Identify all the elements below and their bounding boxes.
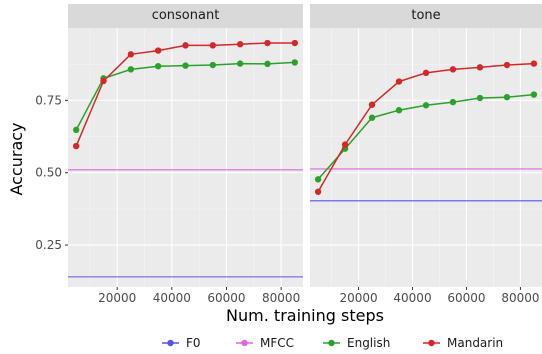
series-mandarin-point [264,39,271,47]
legend-label: English [347,336,390,350]
legend-key-point [428,339,435,347]
legend-item-f0: F0 [162,336,201,350]
panel-title: tone [411,8,440,23]
series-english-point [395,106,403,114]
x-tick-label: 80000 [501,291,539,305]
legend-item-mandarin: Mandarin [423,336,503,350]
panels: consonant 20000 40000 60000 80000 0.25 0.50 0.7… [35,4,542,305]
legend-key-point [167,339,174,347]
panel-tone: tone 20000 40000 60000 80000 [310,4,542,305]
x-tick-label: 40000 [393,291,431,305]
x-tick-label: 80000 [262,291,300,305]
series-english-point [154,62,162,70]
series-english-point [530,91,538,98]
series-english-point [422,102,430,109]
panel-consonant: consonant 20000 40000 60000 80000 0.25 0.50 0.7… [35,4,303,305]
x-tick-label: 40000 [153,291,191,305]
x-tick-label: 60000 [207,291,245,305]
series-english-point [476,94,484,102]
series-mandarin-point [209,42,217,49]
legend-label: Mandarin [447,336,503,350]
series-mandarin-point [341,141,349,148]
series-mandarin-point [368,101,376,108]
series-english-point [368,114,376,121]
series-mandarin-point [395,78,403,85]
series-mandarin-point [291,39,299,47]
series-english-point [182,62,189,69]
series-english-point [449,98,457,106]
y-axis-title: Accuracy [7,122,26,195]
y-tick-label: 0.50 [35,166,62,180]
series-mandarin-point [100,77,107,85]
series-english-point [314,176,322,183]
series-mandarin-point [182,42,189,49]
y-tick-label: 0.75 [35,93,62,107]
x-tick-label: 60000 [447,291,485,305]
y-tick-label: 0.25 [35,238,62,252]
legend: F0 MFCC English Mandarin [162,336,503,350]
series-mandarin-point [236,41,244,48]
series-mandarin-point [127,51,135,58]
legend-item-mfcc: MFCC [236,336,294,350]
x-tick-label: 20000 [339,291,377,305]
panel-title: consonant [152,8,220,23]
series-mandarin-point [72,142,80,150]
legend-key-point [328,339,335,347]
series-english-point [503,93,511,101]
series-english-point [209,61,217,69]
series-mandarin-point [314,188,322,195]
legend-item-english: English [323,336,390,350]
series-english-point [291,59,299,66]
series-english-point [72,126,80,134]
series-mandarin-point [503,61,511,69]
panel-background [68,28,303,287]
series-english-point [236,60,244,67]
series-english-point [127,66,135,73]
panel-strip [68,4,303,28]
series-mandarin-point [530,60,538,67]
series-mandarin-point [476,64,484,71]
legend-key-point [241,339,248,347]
series-mandarin-point [449,66,457,73]
legend-label: F0 [186,336,201,350]
series-mandarin-point [422,69,430,77]
legend-label: MFCC [260,336,294,350]
series-mandarin-point [154,47,162,54]
panel-strip [310,4,542,28]
series-english-point [264,60,271,68]
x-tick-label: 20000 [98,291,136,305]
x-axis-title: Num. training steps [226,306,384,325]
